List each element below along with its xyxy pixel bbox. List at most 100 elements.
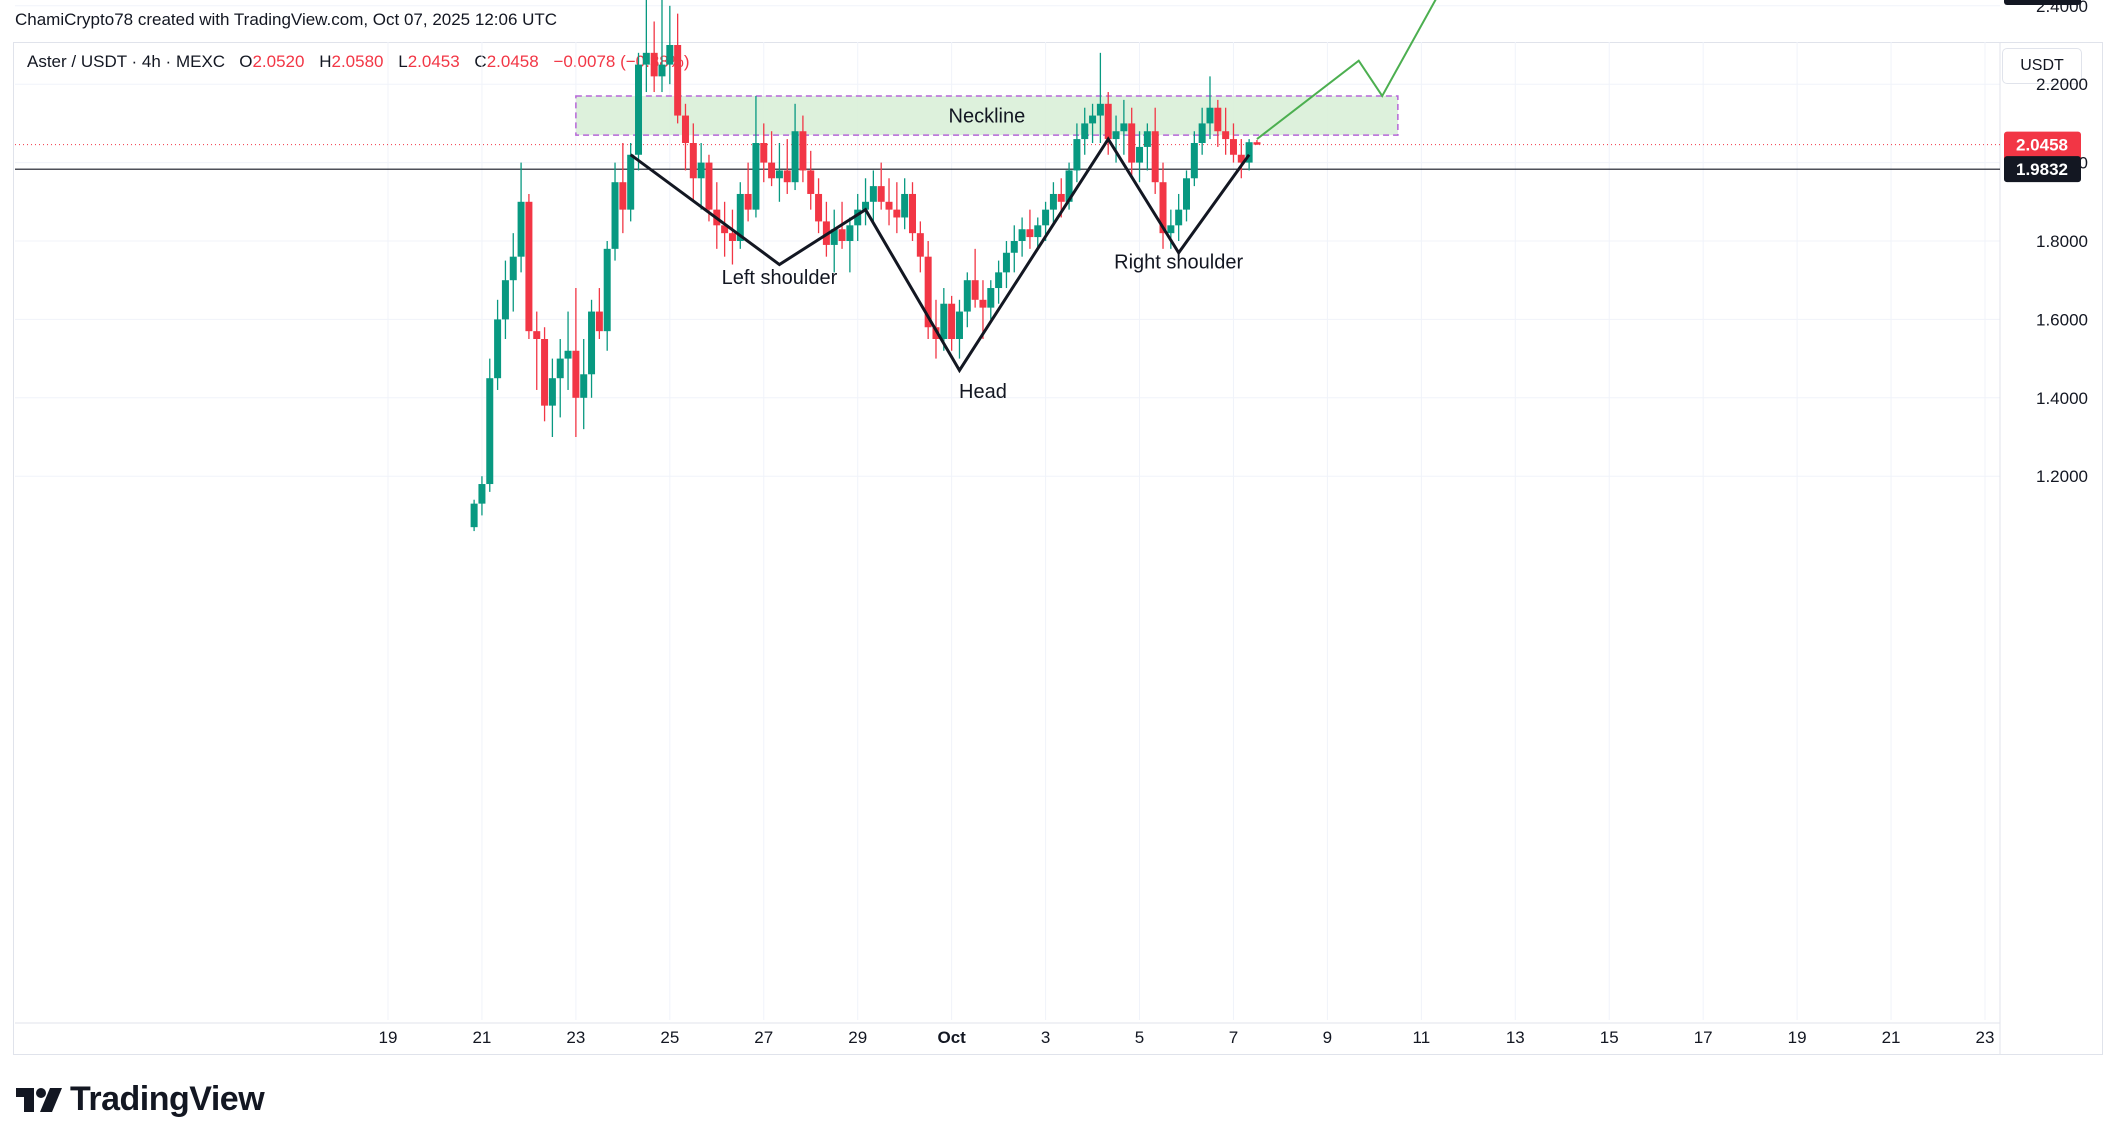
- candle-body: [572, 350, 580, 398]
- head-shoulders-pattern-line: [629, 136, 1251, 374]
- candle-body: [955, 311, 963, 339]
- candle-body: [1049, 193, 1057, 210]
- candle-body: [1065, 170, 1073, 202]
- candle-body: [556, 358, 564, 379]
- candle-body: [1190, 143, 1198, 179]
- candle-body: [783, 170, 791, 183]
- price-axis-label-bg: [2004, 156, 2081, 183]
- candle-body: [650, 52, 658, 77]
- candle-body: [595, 311, 603, 332]
- pattern-label: Right shoulder: [1114, 251, 1243, 273]
- candle-body: [525, 201, 533, 332]
- open-label: O: [239, 52, 253, 71]
- candle-body: [799, 131, 807, 171]
- candle-body: [838, 229, 846, 241]
- candle-body: [1073, 139, 1081, 171]
- neckline-zone: [575, 95, 1399, 136]
- candle-body: [1175, 209, 1183, 226]
- currency-button[interactable]: USDT: [2002, 48, 2082, 84]
- y-tick-label: 1.2000: [2036, 467, 2088, 486]
- candle-body: [869, 186, 877, 202]
- candle-body: [854, 209, 862, 226]
- price-axis-label: 2.0458: [2016, 136, 2068, 155]
- candle-body: [666, 45, 674, 65]
- candle-body: [681, 115, 689, 143]
- candle-body: [877, 186, 885, 202]
- y-tick-label: 1.8000: [2036, 232, 2088, 251]
- candle-body: [736, 193, 744, 241]
- candle-body: [791, 131, 799, 183]
- projection-path: [1256, 0, 1437, 140]
- price-axis-label-bg: [2004, 0, 2081, 5]
- candle-body: [1159, 182, 1167, 234]
- x-tick-label: 19: [379, 1028, 398, 1047]
- candle-body: [963, 280, 971, 312]
- x-tick-label: 5: [1135, 1028, 1144, 1047]
- price-axis-label: 2.4353: [2016, 0, 2068, 2]
- neckline-label: Neckline: [949, 106, 1026, 128]
- candle-body: [1018, 229, 1026, 241]
- candle-body: [1034, 225, 1042, 238]
- candle-body: [1112, 131, 1120, 140]
- candle-body: [1042, 209, 1050, 226]
- pattern-label: Left shoulder: [722, 267, 838, 289]
- candle-body: [517, 201, 525, 257]
- candle-body: [588, 311, 596, 375]
- x-tick-label: 7: [1229, 1028, 1238, 1047]
- candle-body: [541, 339, 549, 406]
- tradingview-logo[interactable]: TradingView: [16, 1080, 265, 1119]
- x-tick-label: 15: [1600, 1028, 1619, 1047]
- candle-body: [1229, 139, 1237, 155]
- x-tick-label: 19: [1788, 1028, 1807, 1047]
- candle-body: [940, 303, 948, 339]
- candle-body: [658, 64, 666, 77]
- high-label: H: [319, 52, 332, 71]
- candle-body: [760, 143, 768, 163]
- candle-body: [916, 233, 924, 257]
- x-tick-label: 13: [1506, 1028, 1525, 1047]
- candle-body: [775, 170, 783, 179]
- x-tick-label: 21: [1882, 1028, 1901, 1047]
- candle-body: [486, 378, 494, 485]
- candle-body: [752, 143, 760, 210]
- candle-body: [1143, 131, 1151, 147]
- candle-body: [728, 233, 736, 241]
- candle-body: [987, 288, 995, 308]
- close-label: C: [474, 52, 487, 71]
- candle-body: [697, 162, 705, 179]
- price-axis-label: 1.9832: [2016, 160, 2068, 179]
- candle-body: [580, 374, 588, 398]
- candle-body: [1237, 154, 1245, 163]
- candle-body: [1120, 123, 1128, 132]
- candle-body: [674, 45, 682, 116]
- candle-body: [830, 229, 838, 245]
- candle-body: [807, 170, 815, 194]
- candle-body: [1010, 241, 1018, 253]
- candle-body: [533, 331, 541, 339]
- candle-body: [509, 256, 517, 281]
- x-tick-label: 3: [1041, 1028, 1050, 1047]
- candle-body: [611, 182, 619, 249]
- candle-body: [846, 225, 854, 241]
- candle-body: [815, 193, 823, 222]
- candle-body: [768, 162, 776, 179]
- candle-body: [642, 52, 650, 65]
- pattern-label: Head: [959, 381, 1007, 403]
- candle-body: [1026, 229, 1034, 238]
- candle-body: [564, 350, 572, 359]
- low-value: 2.0453: [407, 52, 460, 71]
- candle-body: [901, 193, 909, 218]
- candle-body: [1089, 115, 1097, 124]
- candle-body: [862, 201, 870, 210]
- x-tick-label: 27: [754, 1028, 773, 1047]
- symbol-name[interactable]: Aster / USDT · 4h · MEXC: [27, 52, 226, 71]
- x-tick-label: 21: [472, 1028, 491, 1047]
- high-value: 2.0580: [331, 52, 384, 71]
- y-tick-label: 1.6000: [2036, 310, 2088, 329]
- candle-body: [885, 201, 893, 210]
- candle-body: [995, 272, 1003, 289]
- candle-body: [635, 64, 643, 155]
- x-tick-label: 23: [566, 1028, 585, 1047]
- candle-body: [627, 154, 635, 210]
